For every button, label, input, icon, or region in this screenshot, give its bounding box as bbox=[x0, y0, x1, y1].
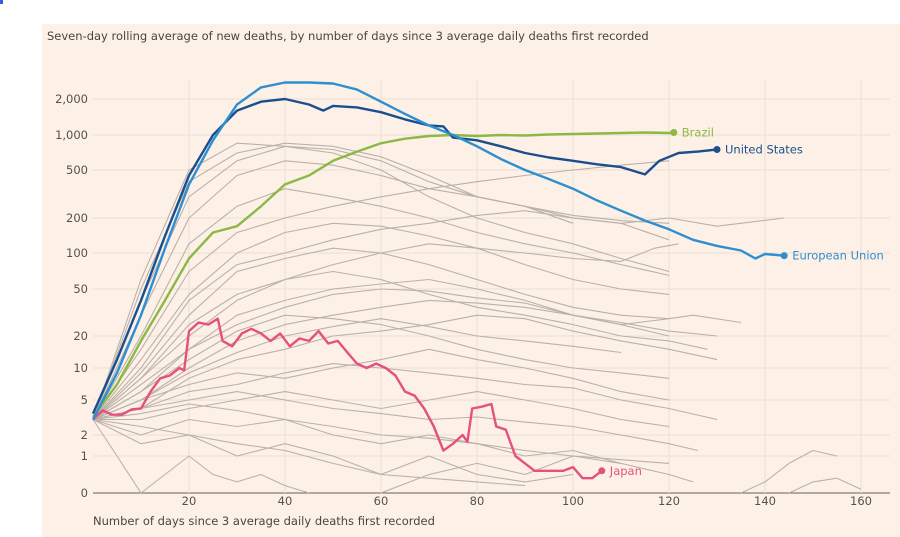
y-tick-label: 100 bbox=[66, 246, 88, 260]
background-country-line bbox=[380, 455, 694, 494]
y-tick-label: 20 bbox=[73, 329, 88, 343]
y-tick-label: 2 bbox=[81, 428, 88, 442]
background-country-line bbox=[92, 299, 742, 421]
background-country-line bbox=[92, 222, 670, 420]
background-country-line bbox=[788, 477, 862, 494]
x-tick-label: 20 bbox=[182, 494, 197, 508]
background-country-line bbox=[92, 142, 670, 420]
chart-panel bbox=[42, 24, 900, 537]
background-country-line bbox=[92, 314, 670, 420]
background-country-line bbox=[92, 391, 698, 452]
x-tick-label: 120 bbox=[658, 494, 680, 508]
united-states-end-marker bbox=[713, 146, 721, 154]
background-country-line bbox=[92, 160, 670, 420]
background-country-line bbox=[92, 418, 526, 487]
background-country-line bbox=[92, 270, 708, 420]
background-country-line bbox=[92, 142, 785, 420]
background-country-line bbox=[92, 363, 718, 421]
y-tick-label: 0 bbox=[81, 486, 88, 500]
x-tick-label: 100 bbox=[562, 494, 584, 508]
background-country-line bbox=[92, 247, 670, 420]
brazil-end-marker bbox=[670, 128, 678, 136]
y-tick-label: 50 bbox=[73, 282, 88, 296]
y-tick-label: 1 bbox=[81, 449, 88, 463]
japan-label: Japan bbox=[609, 464, 642, 478]
highlight-lines bbox=[91, 81, 788, 480]
corner-mark bbox=[0, 0, 3, 4]
x-tick-label: 160 bbox=[850, 494, 872, 508]
background-country-line bbox=[92, 243, 679, 420]
y-tick-label: 5 bbox=[81, 393, 88, 407]
y-tick-label: 500 bbox=[66, 163, 88, 177]
background-country-line bbox=[92, 419, 310, 494]
x-tick-labels: 20 40 60 80 100 120 140 160 bbox=[182, 494, 872, 508]
y-tick-label: 200 bbox=[66, 211, 88, 225]
background-country-line bbox=[92, 210, 670, 420]
series-labels: Japan Brazil United States European Union bbox=[609, 125, 884, 477]
x-tick-label: 140 bbox=[754, 494, 776, 508]
background-country-line bbox=[93, 391, 670, 428]
background-country-line bbox=[92, 288, 718, 420]
brazil-label: Brazil bbox=[682, 125, 714, 139]
background-country-line bbox=[92, 160, 670, 420]
background-country-line bbox=[92, 419, 574, 483]
united-states-label: United States bbox=[725, 143, 803, 157]
brazil-line bbox=[92, 131, 674, 418]
european-union-line bbox=[91, 81, 785, 421]
japan-line bbox=[92, 317, 603, 480]
x-tick-label: 60 bbox=[374, 494, 389, 508]
x-axis-label: Number of days since 3 average daily dea… bbox=[93, 514, 435, 528]
gridlines bbox=[93, 80, 890, 494]
background-country-line bbox=[92, 145, 574, 420]
background-country-line bbox=[92, 418, 622, 464]
y-tick-label: 10 bbox=[73, 361, 88, 375]
y-tick-label: 1,000 bbox=[55, 128, 88, 142]
chart-subtitle: Seven-day rolling average of new deaths,… bbox=[47, 29, 649, 43]
background-country-line bbox=[740, 449, 838, 494]
background-country-line bbox=[92, 318, 622, 421]
background-country-line bbox=[92, 188, 670, 420]
background-country-line bbox=[92, 348, 670, 421]
x-tick-label: 80 bbox=[470, 494, 485, 508]
european-union-label: European Union bbox=[792, 249, 884, 263]
united-states-line bbox=[91, 97, 718, 415]
background-lines bbox=[92, 142, 862, 494]
background-country-line bbox=[92, 314, 718, 421]
x-tick-label: 40 bbox=[278, 494, 293, 508]
y-tick-labels: 0 1 2 5 10 20 50 100 200 500 1,000 2,000 bbox=[55, 92, 88, 500]
y-tick-label: 2,000 bbox=[55, 92, 88, 106]
european-union-end-marker bbox=[780, 252, 788, 260]
japan-end-marker bbox=[598, 467, 606, 475]
